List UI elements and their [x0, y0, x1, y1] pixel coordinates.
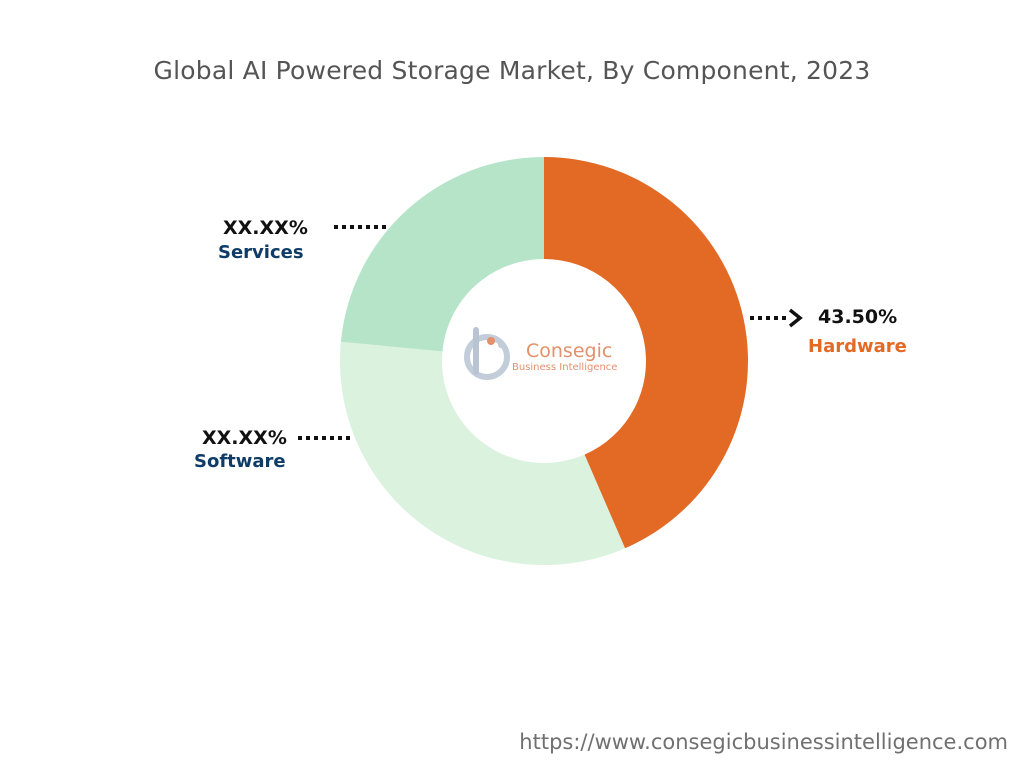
services-callout: XX.XX% Services [218, 217, 388, 263]
slice-hardware [544, 157, 748, 549]
logo-tagline: Business Intelligence [512, 362, 617, 373]
arrow-head-icon [788, 308, 803, 328]
logo-icon [464, 327, 510, 380]
consegic-logo: Consegic Business Intelligence [464, 327, 617, 380]
footer-url: https://www.consegicbusinessintelligence… [519, 730, 1008, 754]
software-category-label: Software [194, 451, 286, 472]
logo-name: Consegic [526, 340, 612, 362]
chart-title: Global AI Powered Storage Market, By Com… [153, 56, 871, 85]
hardware-category-label: Hardware [808, 336, 907, 357]
services-value-label: XX.XX% [223, 217, 308, 239]
hardware-value-label: 43.50% [818, 306, 897, 328]
donut-slices [340, 157, 748, 565]
services-category-label: Services [218, 242, 304, 263]
software-callout: XX.XX% Software [194, 427, 350, 472]
hardware-callout: 43.50% Hardware [750, 306, 907, 357]
slice-software [340, 341, 626, 565]
slice-services [340, 157, 544, 352]
software-value-label: XX.XX% [202, 427, 287, 449]
